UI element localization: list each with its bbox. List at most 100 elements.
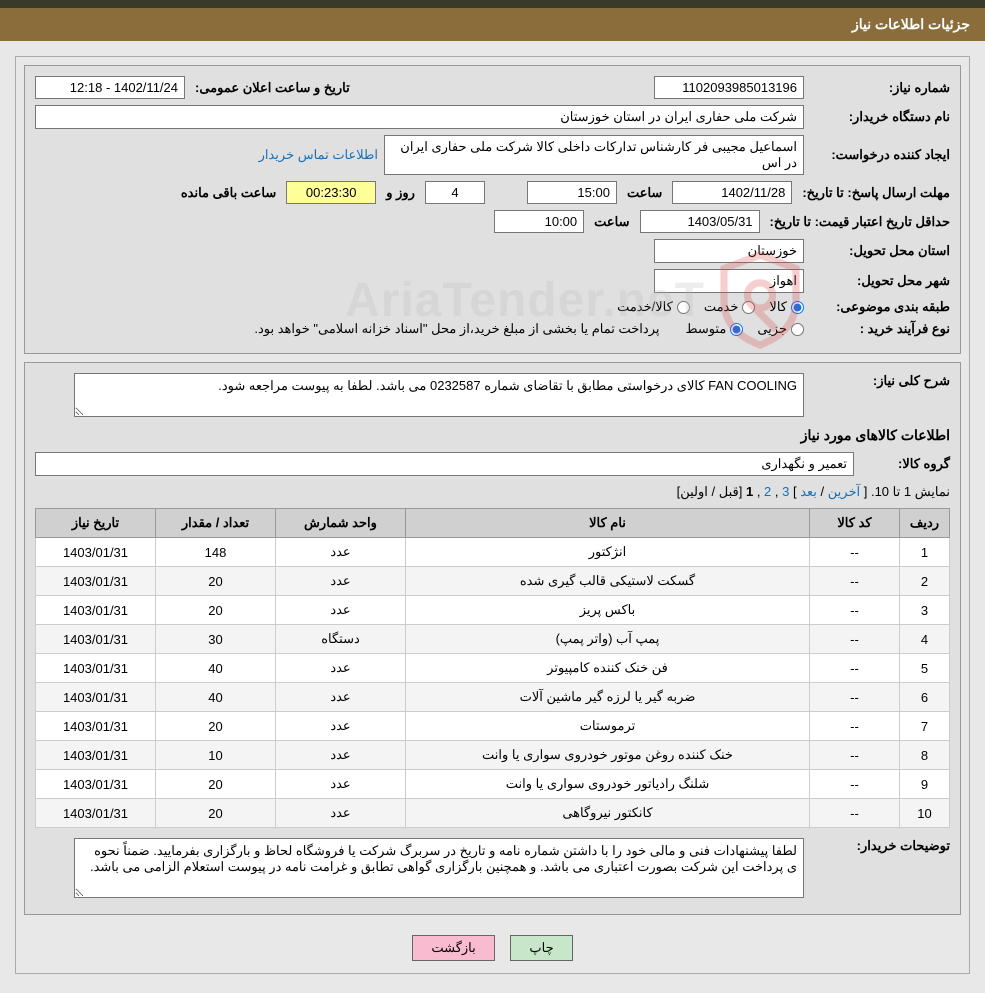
- page-title: جزئیات اطلاعات نیاز: [852, 16, 970, 32]
- deadline-date: 1402/11/28: [672, 181, 792, 204]
- cell-code: --: [810, 567, 900, 596]
- cell-unit: عدد: [276, 741, 406, 770]
- cell-name: باکس پریز: [406, 596, 810, 625]
- cell-n: 1: [900, 538, 950, 567]
- cell-date: 1403/01/31: [36, 712, 156, 741]
- need-number-value: 1102093985013196: [654, 76, 804, 99]
- cell-n: 2: [900, 567, 950, 596]
- cell-date: 1403/01/31: [36, 683, 156, 712]
- cell-name: شلنگ رادیاتور خودروی سواری یا وانت: [406, 770, 810, 799]
- buyer-notes-label: توضیحات خریدار:: [810, 838, 950, 854]
- group-label: گروه کالا:: [860, 456, 950, 472]
- table-header-row: ردیف کد کالا نام کالا واحد شمارش تعداد /…: [36, 509, 950, 538]
- cell-code: --: [810, 683, 900, 712]
- category-goods-service-radio[interactable]: [677, 301, 690, 314]
- page-last-link[interactable]: آخرین: [828, 484, 860, 499]
- cell-n: 5: [900, 654, 950, 683]
- process-partial-radio[interactable]: [791, 323, 804, 336]
- cell-code: --: [810, 712, 900, 741]
- cell-code: --: [810, 538, 900, 567]
- time-label-1: ساعت: [627, 185, 662, 201]
- table-row: 1--انژکتورعدد1481403/01/31: [36, 538, 950, 567]
- cell-qty: 20: [156, 567, 276, 596]
- table-row: 10--کانکتور نیروگاهیعدد201403/01/31: [36, 799, 950, 828]
- buyer-contact-link[interactable]: اطلاعات تماس خریدار: [259, 147, 378, 163]
- cell-date: 1403/01/31: [36, 567, 156, 596]
- back-button[interactable]: بازگشت: [412, 935, 494, 961]
- cell-qty: 20: [156, 712, 276, 741]
- countdown-value: 00:23:30: [286, 181, 376, 204]
- cell-n: 4: [900, 625, 950, 654]
- category-goods[interactable]: کالا: [769, 299, 804, 315]
- table-row: 7--ترموستاتعدد201403/01/31: [36, 712, 950, 741]
- category-goods-service[interactable]: کالا/خدمت: [617, 299, 690, 315]
- table-row: 5--فن خنک کننده کامپیوترعدد401403/01/31: [36, 654, 950, 683]
- process-medium[interactable]: متوسط: [685, 321, 743, 337]
- cell-n: 6: [900, 683, 950, 712]
- city-label: شهر محل تحویل:: [810, 273, 950, 289]
- cell-code: --: [810, 625, 900, 654]
- cell-date: 1403/01/31: [36, 799, 156, 828]
- table-row: 2--گسکت لاستیکی قالب گیری شدهعدد201403/0…: [36, 567, 950, 596]
- cell-date: 1403/01/31: [36, 538, 156, 567]
- summary-textarea[interactable]: FAN COOLING کالای درخواستی مطابق با تقاض…: [74, 373, 804, 417]
- category-service[interactable]: خدمت: [704, 299, 756, 315]
- summary-label: شرح کلی نیاز:: [810, 373, 950, 389]
- cell-unit: دستگاه: [276, 625, 406, 654]
- cell-unit: عدد: [276, 654, 406, 683]
- page-current: 1: [746, 484, 753, 499]
- buyer-org-value: شرکت ملی حفاری ایران در استان خوزستان: [35, 105, 804, 129]
- cell-name: ضربه گیر یا لرزه گیر ماشین آلات: [406, 683, 810, 712]
- process-partial[interactable]: جزیی: [757, 321, 804, 337]
- cell-name: انژکتور: [406, 538, 810, 567]
- cell-n: 8: [900, 741, 950, 770]
- th-unit: واحد شمارش: [276, 509, 406, 538]
- cell-n: 9: [900, 770, 950, 799]
- table-row: 6--ضربه گیر یا لرزه گیر ماشین آلاتعدد401…: [36, 683, 950, 712]
- cell-code: --: [810, 770, 900, 799]
- province-value: خوزستان: [654, 239, 804, 263]
- group-value: تعمیر و نگهداری: [35, 452, 854, 476]
- cell-code: --: [810, 596, 900, 625]
- main-container: AriaTender.neT شماره نیاز: 1102093985013…: [15, 56, 970, 974]
- cell-date: 1403/01/31: [36, 596, 156, 625]
- need-section: شرح کلی نیاز: FAN COOLING کالای درخواستی…: [24, 362, 961, 915]
- process-label: نوع فرآیند خرید :: [810, 321, 950, 337]
- cell-date: 1403/01/31: [36, 741, 156, 770]
- province-label: استان محل تحویل:: [810, 243, 950, 259]
- time-label-2: ساعت: [594, 214, 629, 230]
- th-date: تاریخ نیاز: [36, 509, 156, 538]
- pagination-range: نمایش 1 تا 10.: [871, 484, 950, 499]
- category-goods-radio[interactable]: [791, 301, 804, 314]
- info-section: شماره نیاز: 1102093985013196 تاریخ و ساع…: [24, 65, 961, 354]
- deadline-time: 15:00: [527, 181, 617, 204]
- buyer-notes-textarea[interactable]: لطفا پیشنهادات فنی و مالی خود را با داشت…: [74, 838, 804, 898]
- page-3-link[interactable]: 3: [782, 484, 789, 499]
- requester-value: اسماعیل مجیبی فر کارشناس تدارکات داخلی ک…: [384, 135, 804, 175]
- cell-name: خنک کننده روغن موتور خودروی سواری یا وان…: [406, 741, 810, 770]
- page-next-link[interactable]: بعد: [800, 484, 817, 499]
- cell-unit: عدد: [276, 683, 406, 712]
- deadline-label: مهلت ارسال پاسخ: تا تاریخ:: [798, 185, 950, 201]
- cell-name: کانکتور نیروگاهی: [406, 799, 810, 828]
- cell-unit: عدد: [276, 712, 406, 741]
- cell-qty: 20: [156, 770, 276, 799]
- table-row: 4--پمپ آب (واتر پمپ)دستگاه301403/01/31: [36, 625, 950, 654]
- category-label: طبقه بندی موضوعی:: [810, 299, 950, 315]
- category-service-radio[interactable]: [742, 301, 755, 314]
- print-button[interactable]: چاپ: [510, 935, 572, 961]
- table-row: 8--خنک کننده روغن موتور خودروی سواری یا …: [36, 741, 950, 770]
- cell-qty: 40: [156, 683, 276, 712]
- cell-date: 1403/01/31: [36, 654, 156, 683]
- page-2-link[interactable]: 2: [764, 484, 771, 499]
- process-medium-radio[interactable]: [730, 323, 743, 336]
- items-table: ردیف کد کالا نام کالا واحد شمارش تعداد /…: [35, 508, 950, 828]
- remaining-label: ساعت باقی مانده: [181, 185, 276, 201]
- cell-qty: 148: [156, 538, 276, 567]
- page-header: جزئیات اطلاعات نیاز: [0, 0, 985, 41]
- th-qty: تعداد / مقدار: [156, 509, 276, 538]
- cell-code: --: [810, 799, 900, 828]
- days-label: روز و: [386, 185, 415, 201]
- cell-date: 1403/01/31: [36, 625, 156, 654]
- cell-qty: 20: [156, 799, 276, 828]
